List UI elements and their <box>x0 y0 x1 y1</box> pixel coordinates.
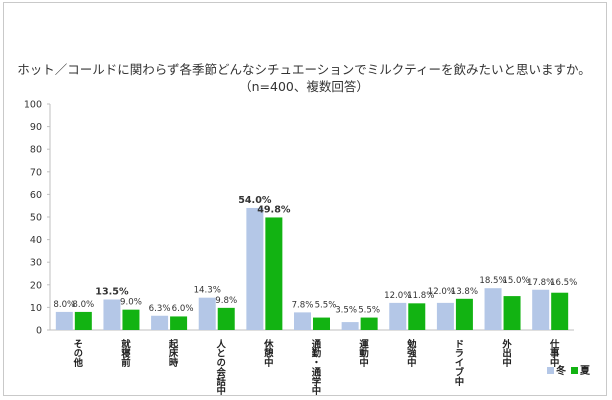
x-tick-label: 外出中 <box>500 338 513 368</box>
y-tick-label: 0 <box>36 326 42 337</box>
bar-winter-7 <box>389 302 407 330</box>
data-label: 6.0% <box>172 304 194 314</box>
x-tick-label: 人との会話中 <box>214 338 227 396</box>
data-label: 16.5% <box>550 278 577 288</box>
bar-summer-0 <box>74 311 92 330</box>
x-tick-label: その他 <box>71 339 84 368</box>
bar-summer-1 <box>122 309 140 330</box>
data-label: 11.8% <box>407 291 434 301</box>
bar-winter-2 <box>151 315 169 330</box>
bar-winter-10 <box>532 289 550 330</box>
x-tick-label: 仕事中 <box>548 338 561 368</box>
data-label: 9.8% <box>215 296 237 306</box>
data-label: 17.8% <box>527 278 554 288</box>
y-tick-label: 60 <box>30 190 42 201</box>
bar-winter-1 <box>103 299 121 330</box>
bar-winter-0 <box>55 311 73 330</box>
y-tick-label: 90 <box>30 122 42 133</box>
chart-title: ホット／コールドに関わらず各季節どんなシチュエーションでミルクティーを飲みたいと… <box>17 62 591 77</box>
y-tick-label: 100 <box>24 100 42 111</box>
bar-summer-4 <box>265 217 283 330</box>
data-label: 9.0% <box>120 298 142 308</box>
x-tick-label: 起床時 <box>167 338 180 368</box>
bar-summer-3 <box>217 307 235 330</box>
chart-frame: ホット／コールドに関わらず各季節どんなシチュエーションでミルクティーを飲みたいと… <box>3 2 607 396</box>
x-tick-label: 運動中 <box>357 339 369 368</box>
x-tick-label: ドライブ中 <box>452 339 464 387</box>
legend-swatch-winter <box>547 367 554 374</box>
legend-swatch-summer <box>571 367 578 374</box>
data-label: 7.8% <box>292 300 314 310</box>
data-label: 8.0% <box>53 300 75 310</box>
x-tick-label: 就寝前 <box>119 338 131 368</box>
bar-winter-4 <box>246 207 264 330</box>
y-tick-label: 50 <box>30 213 42 224</box>
bar-summer-9 <box>503 296 521 330</box>
x-tick-label: 休憩中 <box>262 338 275 368</box>
y-tick-label: 40 <box>30 235 42 246</box>
data-label: 13.5% <box>95 286 129 297</box>
bar-summer-8 <box>455 298 473 330</box>
bar-winter-3 <box>198 297 216 330</box>
y-tick-label: 20 <box>30 280 42 291</box>
legend-label: 夏 <box>579 365 591 377</box>
data-label: 5.5% <box>315 300 337 310</box>
data-label: 54.0% <box>238 195 272 206</box>
y-tick-label: 70 <box>30 167 42 178</box>
y-tick-label: 10 <box>30 303 42 314</box>
bar-winter-9 <box>484 288 502 330</box>
bar-summer-5 <box>313 317 330 330</box>
legend-label: 冬 <box>556 364 566 377</box>
bar-summer-2 <box>170 316 188 330</box>
y-tick-label: 30 <box>30 258 42 269</box>
data-label: 12.0% <box>428 287 455 297</box>
bar-winter-5 <box>294 312 311 330</box>
data-label: 12.0% <box>384 291 411 301</box>
data-label: 18.5% <box>479 276 506 286</box>
data-label: 6.3% <box>149 304 171 314</box>
bar-summer-10 <box>551 292 569 330</box>
chart-svg: ホット／コールドに関わらず各季節どんなシチュエーションでミルクティーを飲みたいと… <box>17 62 591 396</box>
data-label: 14.3% <box>194 286 221 296</box>
data-label: 5.5% <box>358 306 380 316</box>
x-tick-label: 勉強中 <box>405 338 418 368</box>
data-label: 3.5% <box>335 306 357 316</box>
data-label: 15.0% <box>502 276 529 286</box>
y-tick-label: 80 <box>30 145 42 156</box>
bar-winter-8 <box>436 302 454 330</box>
data-label: 49.8% <box>257 204 291 215</box>
data-label: 8.0% <box>72 300 94 310</box>
data-label: 13.8% <box>451 287 478 297</box>
bar-summer-6 <box>360 317 378 330</box>
bar-summer-7 <box>408 303 426 330</box>
x-tick-label: 通勤・通学中 <box>310 338 322 396</box>
chart-subtitle: （n=400、複数回答） <box>239 79 369 94</box>
bar-winter-6 <box>341 322 359 330</box>
